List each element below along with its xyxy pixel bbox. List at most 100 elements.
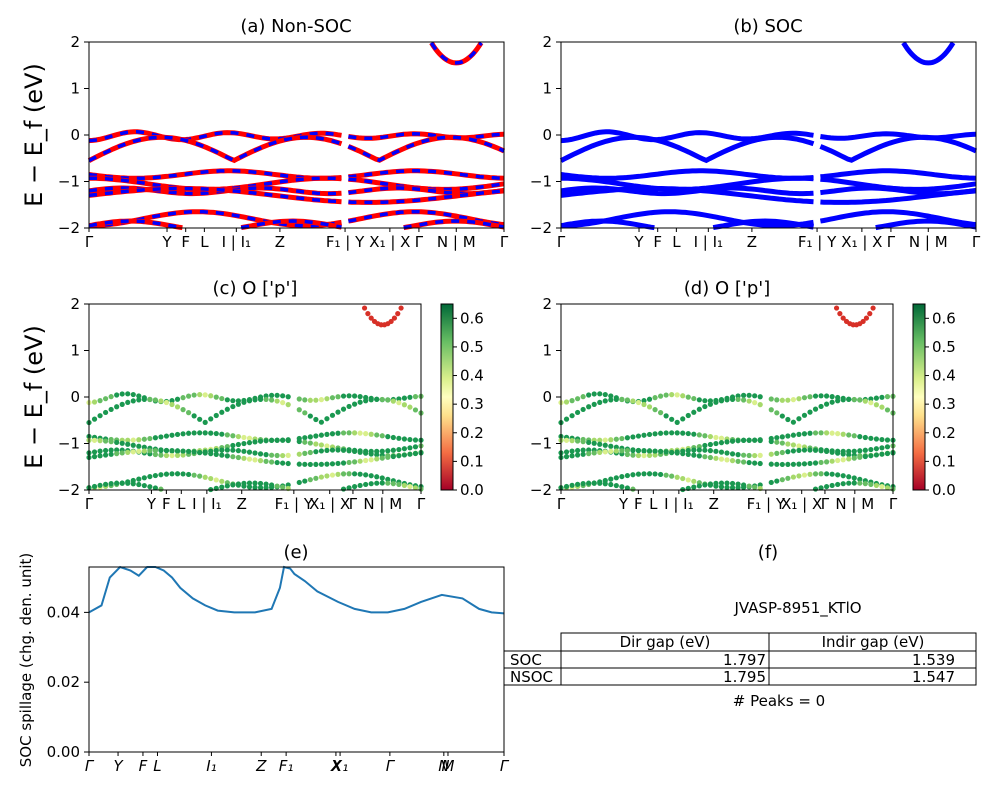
band-point (818, 485, 824, 491)
band-point (91, 483, 98, 490)
band-point (180, 395, 186, 401)
band-point (412, 485, 419, 491)
y-tick-label: 0 (542, 126, 552, 144)
band-point (396, 400, 402, 406)
band-point (680, 430, 686, 436)
k-label: F (634, 495, 643, 513)
band-point (158, 398, 164, 404)
band-point (202, 392, 208, 398)
band-point (368, 431, 374, 437)
band-point (401, 446, 407, 452)
gap-table-row-soc-indir: 1.539 (912, 651, 955, 669)
band-point (835, 481, 841, 488)
band-point (213, 477, 219, 483)
band-point (635, 471, 642, 477)
band-point (580, 481, 586, 487)
band-point (401, 452, 407, 458)
band-point (597, 399, 603, 406)
band-point (274, 483, 280, 489)
band-point (340, 460, 347, 466)
panel-e-plot (88, 565, 505, 615)
k-label: Z (237, 495, 247, 513)
k-label: Γ (349, 495, 358, 513)
y-tick-label: 0.04 (47, 603, 80, 621)
band-point (147, 484, 153, 490)
band-point (141, 475, 147, 481)
panel-c-colorbar (440, 303, 454, 491)
k-label: Z (275, 233, 285, 251)
y-tick-label: −1 (530, 173, 552, 191)
band-point (318, 419, 324, 425)
band-point (674, 430, 680, 436)
band-point (197, 416, 203, 422)
band-point (774, 397, 780, 403)
band-point (269, 452, 275, 458)
y-tick-label: 1 (70, 80, 80, 98)
band-point (252, 450, 258, 456)
k-label: I | I₁ (192, 495, 221, 513)
k-label: Y (113, 757, 124, 775)
band-point (729, 396, 736, 402)
band-point (412, 394, 419, 400)
band-point (302, 397, 308, 403)
k-label: X₁ | X (841, 233, 882, 251)
band-point (224, 447, 230, 453)
band-point (779, 477, 785, 483)
k-label: N | M (437, 233, 476, 251)
band-point (884, 450, 891, 457)
band-point (801, 461, 808, 467)
k-label: Y (146, 495, 157, 513)
band-point (246, 435, 253, 441)
band-point (619, 435, 625, 442)
band-point (263, 438, 269, 444)
y-tick-label: −1 (58, 435, 80, 453)
band-point (235, 401, 241, 407)
band-point (241, 434, 247, 441)
band-point (724, 450, 730, 456)
band-point (224, 406, 230, 412)
band-point (608, 397, 614, 403)
band-point (818, 430, 824, 436)
band-point (613, 482, 619, 489)
band-point (563, 454, 570, 460)
band-point (302, 478, 308, 484)
band-point (208, 393, 214, 399)
band-point (857, 480, 863, 486)
colorbar-tick-label: 0.1 (932, 452, 956, 470)
k-label: X₁ | X (369, 233, 410, 251)
band-point (307, 440, 313, 446)
y-tick-label: 0.00 (47, 743, 80, 761)
band-point (835, 398, 841, 404)
band-point (879, 445, 885, 451)
band-point (746, 483, 752, 489)
band-point (718, 440, 725, 446)
band-point (152, 397, 158, 403)
band-point (224, 453, 230, 459)
band-point (368, 473, 374, 479)
k-label: Γ (889, 495, 898, 513)
band-point (241, 480, 247, 486)
band-point (401, 402, 407, 408)
band-point (597, 480, 603, 486)
band-line (560, 218, 977, 231)
band-point (774, 439, 780, 445)
band-point (879, 451, 885, 457)
band-point (563, 483, 570, 490)
band-point (641, 471, 647, 477)
k-label: X (330, 757, 342, 775)
band-point (235, 441, 241, 448)
band-point (563, 416, 570, 422)
k-label: Γ (415, 233, 424, 251)
band-point (818, 459, 824, 466)
band-point (180, 407, 186, 413)
band-point (624, 485, 631, 491)
band-point (741, 437, 747, 443)
band-point (374, 456, 380, 462)
band-point (296, 479, 302, 486)
band-point (125, 441, 131, 447)
band-point (219, 484, 225, 490)
band-point (91, 437, 98, 443)
k-label: L (177, 495, 186, 513)
band-point (158, 447, 164, 454)
band-line (560, 186, 977, 205)
